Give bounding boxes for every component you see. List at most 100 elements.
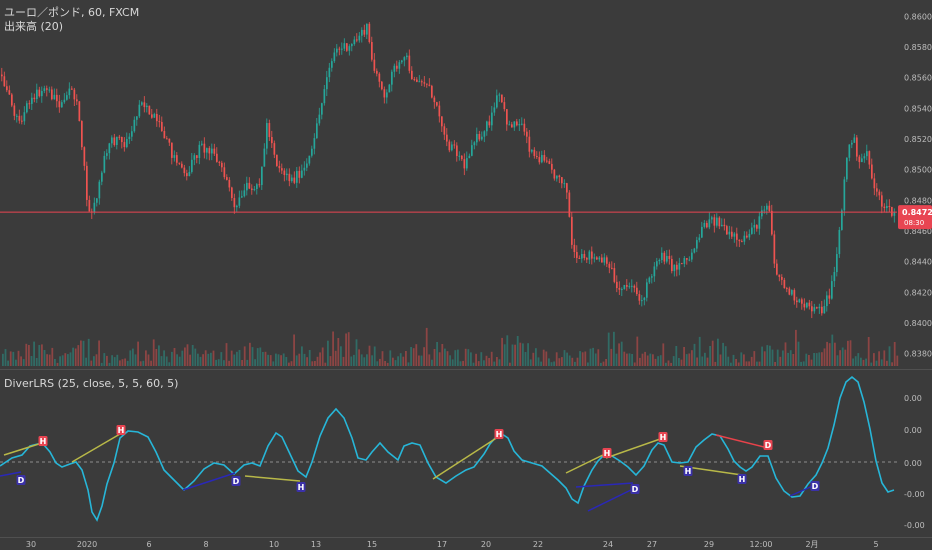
volume-bar bbox=[9, 351, 12, 366]
marker-label: D bbox=[812, 482, 819, 491]
candle-body bbox=[493, 107, 496, 113]
candle-body bbox=[156, 113, 158, 122]
candle-body bbox=[768, 205, 771, 211]
candle-body bbox=[558, 175, 561, 178]
candle-body bbox=[11, 94, 13, 106]
symbol-legend[interactable]: ユーロ／ポンド, 60, FXCM bbox=[4, 6, 140, 19]
volume-bar bbox=[363, 357, 366, 366]
divergence-marker: H bbox=[116, 425, 126, 435]
candle-body bbox=[76, 99, 78, 102]
volume-bar bbox=[308, 350, 311, 366]
volume-bar bbox=[132, 348, 134, 366]
time-axis-label: 10 bbox=[269, 540, 279, 549]
candle-body bbox=[658, 260, 661, 262]
volume-bar bbox=[121, 359, 124, 366]
candle-body bbox=[328, 67, 331, 78]
marker-label: H bbox=[660, 433, 667, 442]
candle-body bbox=[838, 229, 841, 255]
candle-body bbox=[441, 116, 443, 127]
candle-body bbox=[648, 277, 651, 283]
volume-bar bbox=[719, 354, 722, 366]
volume-bar bbox=[545, 351, 548, 366]
time-axis-label: 12:00 bbox=[749, 540, 772, 549]
volume-bar bbox=[38, 345, 41, 366]
candle-body bbox=[578, 257, 581, 259]
candle-body bbox=[293, 177, 296, 183]
candle-body bbox=[431, 85, 433, 98]
divergence-line bbox=[715, 434, 769, 449]
volume-bar bbox=[163, 350, 165, 366]
volume-bar bbox=[321, 347, 324, 366]
volume-bar bbox=[298, 353, 301, 366]
candle-body bbox=[481, 136, 483, 140]
volume-bar bbox=[516, 336, 519, 366]
divergence-marker: D bbox=[16, 475, 26, 485]
candle-body bbox=[171, 142, 173, 158]
candle-body bbox=[288, 173, 291, 182]
candle-body bbox=[551, 163, 553, 170]
candle-body bbox=[258, 184, 261, 186]
candle-body bbox=[533, 149, 536, 156]
volume-bar bbox=[688, 353, 691, 366]
divergence-line bbox=[575, 482, 634, 488]
volume-bar bbox=[555, 352, 558, 366]
volume-bar bbox=[857, 353, 860, 366]
volume-bar bbox=[124, 358, 126, 366]
volume-bar bbox=[225, 343, 228, 366]
volume-bar bbox=[698, 336, 701, 366]
candle-body bbox=[351, 44, 353, 47]
candle-body bbox=[626, 284, 628, 287]
candle-body bbox=[33, 97, 36, 100]
candle-body bbox=[63, 99, 66, 103]
candle-body bbox=[516, 121, 518, 126]
marker-label: D bbox=[18, 476, 25, 485]
candle-body bbox=[228, 179, 231, 188]
candle-body bbox=[71, 88, 73, 90]
candle-body bbox=[256, 184, 258, 190]
candle-body bbox=[266, 123, 268, 149]
indicator-legend[interactable]: DiverLRS (25, close, 5, 5, 60, 5) bbox=[4, 377, 179, 390]
candle-body bbox=[121, 137, 123, 143]
candle-body bbox=[363, 29, 366, 35]
candle-body bbox=[811, 306, 813, 312]
candle-body bbox=[41, 91, 43, 97]
oscillator-axis-label: -0.00 bbox=[904, 521, 925, 530]
volume-bar bbox=[607, 332, 610, 366]
volume-bar bbox=[548, 358, 550, 366]
volume-bar bbox=[771, 349, 774, 366]
volume-bar bbox=[472, 362, 475, 366]
volume-bar bbox=[576, 357, 579, 366]
candle-body bbox=[136, 116, 138, 120]
volume-bar bbox=[410, 347, 412, 366]
candle-body bbox=[821, 306, 823, 314]
candle-body bbox=[18, 115, 21, 121]
candle-body bbox=[8, 90, 11, 95]
volume-bar bbox=[324, 362, 327, 366]
volume-bar bbox=[711, 340, 714, 366]
candle-body bbox=[498, 94, 501, 96]
candle-body bbox=[691, 252, 693, 260]
candle-body bbox=[526, 131, 528, 137]
volume-bar bbox=[295, 355, 298, 366]
time-axis-label: 22 bbox=[533, 540, 543, 549]
volume-bar bbox=[69, 352, 72, 366]
candle-body bbox=[546, 160, 548, 162]
volume-bar bbox=[636, 336, 639, 366]
volume-bar bbox=[730, 362, 732, 366]
volume-legend[interactable]: 出来高 (20) bbox=[4, 20, 64, 33]
candle-body bbox=[711, 217, 713, 220]
candle-body bbox=[496, 95, 498, 108]
candle-body bbox=[238, 197, 241, 206]
divergence-line bbox=[182, 472, 236, 491]
time-axis-label: 17 bbox=[437, 540, 447, 549]
volume-bar bbox=[191, 345, 194, 366]
volume-bar bbox=[12, 351, 15, 366]
volume-bar bbox=[631, 354, 633, 366]
candle-body bbox=[866, 151, 868, 157]
volume-bar bbox=[727, 356, 730, 366]
volume-bar bbox=[230, 350, 233, 366]
volume-bar bbox=[818, 352, 821, 366]
